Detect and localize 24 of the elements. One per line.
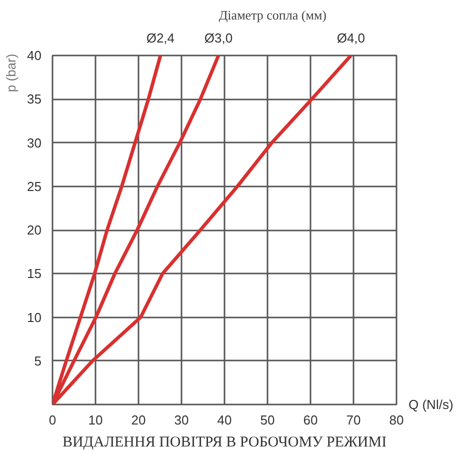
x-tick-label: 40 [217,412,232,428]
y-axis-title: p (bar) [4,54,18,92]
y-tick-label: 10 [27,310,42,325]
x-tick-label: 60 [303,412,318,428]
y-tick-label: 20 [27,222,42,238]
series-label: Ø3,0 [204,30,233,46]
x-axis-title: Q (Nl/s) [408,397,454,412]
x-tick-label: 50 [260,412,275,428]
y-tick-label: 35 [27,92,42,107]
text: ВИДАЛЕННЯ ПОВІТРЯ В РОБОЧОМУ РЕЖИМІ [62,434,387,450]
x-tick-label: 20 [131,412,146,428]
series-label: Ø4,0 [336,30,366,46]
x-tick-label: 30 [174,412,189,428]
x-tick-label: 10 [88,412,103,428]
x-tick-label: 0 [48,412,56,428]
y-tick-label: 40 [27,48,42,63]
x-tick-label: 70 [346,412,361,428]
series-label: Ø2,4 [146,30,175,46]
y-tick-label: 5 [34,353,42,368]
y-tick-label: 30 [27,135,42,150]
y-tick-label: 25 [27,178,42,194]
legend-title: Діаметр сопла (мм) [218,8,327,22]
x-tick-label: 80 [389,412,404,428]
y-tick-label: 15 [27,266,42,282]
